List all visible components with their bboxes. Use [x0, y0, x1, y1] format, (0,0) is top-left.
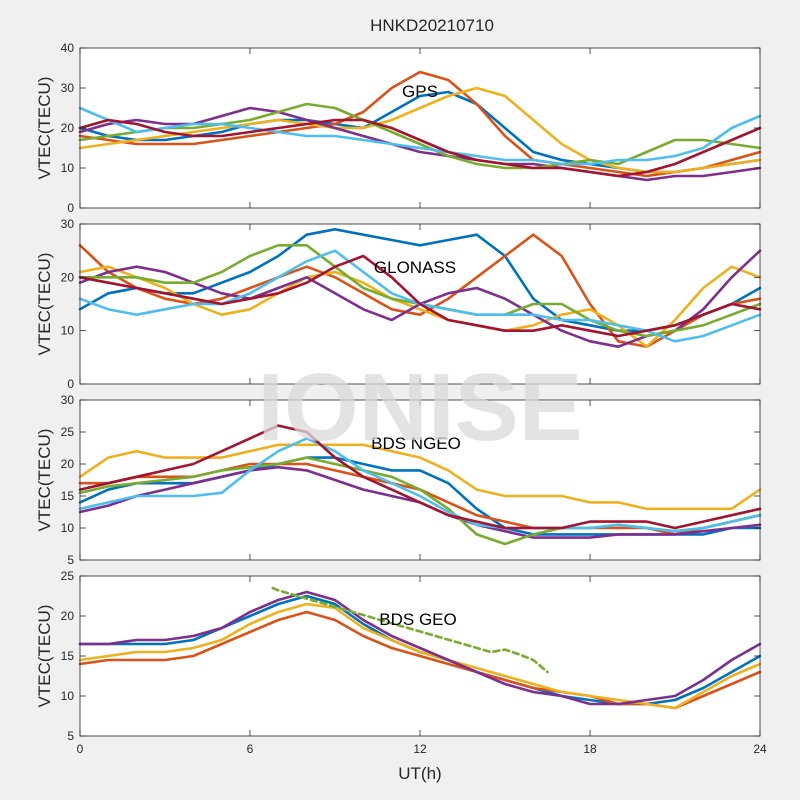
y-tick-label: 5 [67, 553, 74, 567]
y-tick-label: 30 [61, 81, 75, 95]
panel-label: BDS NGEO [371, 434, 461, 453]
panel-3: 5 10 15 20 25 30 VTEC(TECU) BDS NGEO [35, 393, 762, 567]
x-tick-label: 12 [413, 742, 427, 756]
y-tick-label: 25 [61, 569, 75, 583]
series-line-3 [78, 602, 762, 710]
x-tick-label: 6 [247, 742, 254, 756]
series-line-4 [78, 590, 762, 706]
y-tick-label: 0 [67, 377, 74, 391]
panel-label: GPS [402, 82, 438, 101]
series-line-5 [271, 586, 549, 674]
y-tick-label: 30 [61, 393, 75, 407]
panel-4: 0 6 12 18 24 5 10 15 20 25 VTEC(TECU) BDS GEO [35, 569, 767, 756]
panel-1: 0 10 20 30 40 VTEC(TECU) GPS [35, 41, 762, 215]
y-tick-label: 10 [61, 521, 75, 535]
series-line-6 [78, 106, 762, 166]
panels: 0 10 20 30 40 VTEC(TECU) GPS 0 10 20 30 VTEC(TECU) G… [35, 41, 767, 756]
y-tick-label: 15 [61, 489, 75, 503]
panel-2: 0 10 20 30 VTEC(TECU) GLONASS [35, 217, 762, 391]
y-tick-label: 15 [61, 649, 75, 663]
y-tick-label: 20 [61, 121, 75, 135]
series-line-5 [78, 102, 762, 170]
y-tick-label: 10 [61, 161, 75, 175]
series-line-2 [78, 70, 762, 178]
y-tick-label: 10 [61, 689, 75, 703]
panel-label: BDS GEO [379, 610, 456, 629]
series-line-7 [78, 118, 762, 178]
y-axis-label: VTEC(TECU) [35, 77, 54, 180]
y-axis-label: VTEC(TECU) [35, 429, 54, 532]
panel-label: GLONASS [374, 258, 456, 277]
x-axis-label: UT(h) [398, 764, 441, 783]
y-tick-label: 25 [61, 425, 75, 439]
y-tick-label: 0 [67, 201, 74, 215]
y-axis-label: VTEC(TECU) [35, 253, 54, 356]
y-tick-label: 20 [61, 609, 75, 623]
y-tick-label: 40 [61, 41, 75, 55]
figure-title: HNKD20210710 [370, 16, 494, 35]
series-line-6 [78, 437, 762, 533]
y-tick-label: 20 [61, 270, 75, 284]
y-tick-label: 5 [67, 729, 74, 743]
x-tick-label: 18 [583, 742, 597, 756]
y-tick-label: 30 [61, 217, 75, 231]
series-line-3 [78, 443, 762, 511]
watermark: IONISE [257, 354, 582, 461]
series-line-7 [78, 254, 762, 338]
x-tick-label: 0 [77, 742, 84, 756]
y-axis-label: VTEC(TECU) [35, 605, 54, 708]
series-line-7 [78, 424, 762, 530]
y-tick-label: 20 [61, 457, 75, 471]
x-tick-label: 24 [753, 742, 767, 756]
y-tick-label: 10 [61, 324, 75, 338]
